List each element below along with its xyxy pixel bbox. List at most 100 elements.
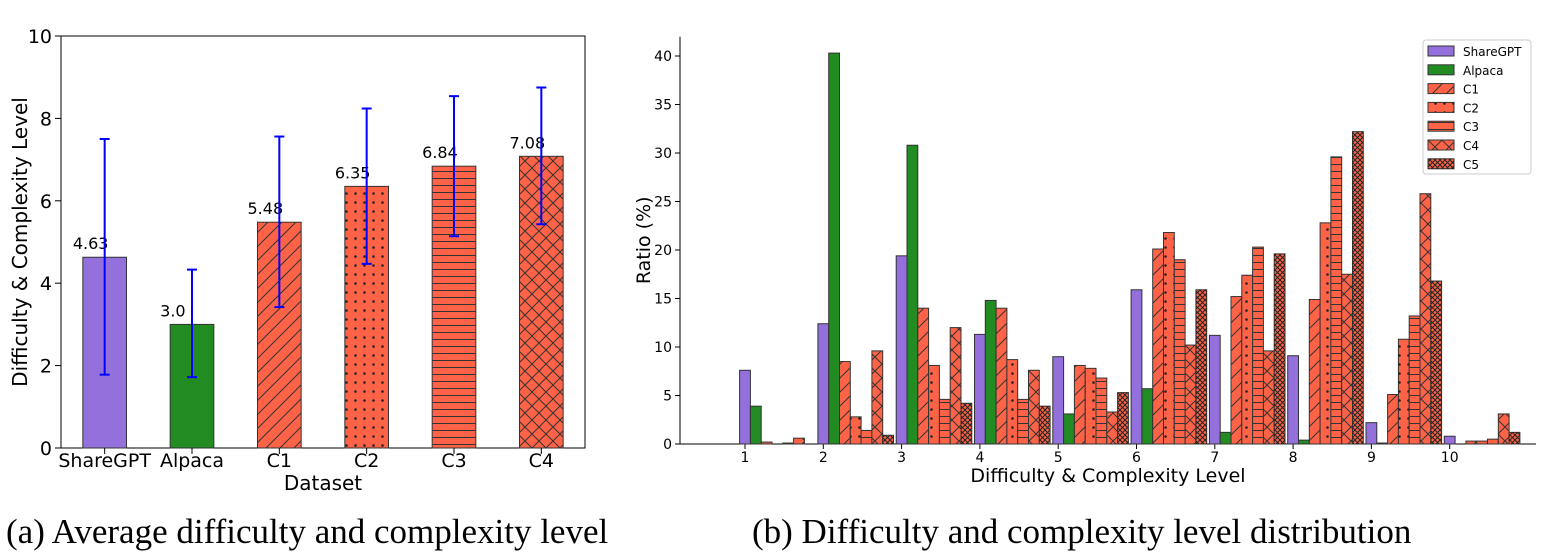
bar-c3-7-hatch: [1252, 247, 1264, 444]
legend-label-c3: C3: [1463, 120, 1479, 134]
x-tick-label: C2: [354, 450, 379, 472]
bar-alpaca-3: [906, 144, 919, 445]
bar-alpaca-1: [749, 405, 762, 445]
bar-alpaca-9: [1376, 442, 1389, 445]
x-tick-label: 9: [1367, 450, 1376, 466]
bar-c4-10-hatch: [1498, 413, 1510, 444]
legend-label-c4: C4: [1463, 139, 1479, 153]
value-label: 3.0: [160, 301, 185, 320]
x-tick-label: 10: [1441, 450, 1459, 466]
bar-c4-7-hatch: [1263, 350, 1275, 444]
y-tick-label: 40: [654, 49, 672, 65]
legend-label-sharegpt: ShareGPT: [1463, 45, 1522, 59]
bar-sharegpt-2: [817, 323, 830, 445]
bar-c4-6-hatch: [1185, 345, 1196, 444]
legend-swatch-alpaca: [1427, 64, 1455, 76]
y-tick-label: 5: [663, 389, 672, 405]
bar-sharegpt-1: [739, 369, 751, 445]
y-tick-label: 4: [40, 273, 52, 295]
bar-c3-8-hatch: [1330, 156, 1342, 444]
bar-c1-9-hatch: [1387, 394, 1399, 444]
bar-c3-4-hatch: [1017, 399, 1029, 444]
y-tick-label: 20: [654, 243, 672, 259]
y-tick-label: 30: [654, 146, 672, 162]
bar-c1-4-hatch: [996, 308, 1007, 444]
value-label: 4.63: [73, 234, 109, 253]
y-axis-label: Ratio (%): [633, 196, 655, 284]
y-tick-label: 0: [663, 437, 672, 453]
bar-c2-9-hatch: [1398, 339, 1410, 444]
bar-c3-5-hatch: [1096, 378, 1107, 444]
x-tick-label: Alpaca: [160, 450, 224, 472]
bar-alpaca-6: [1141, 388, 1154, 445]
bar-c2-3-hatch: [928, 365, 940, 444]
bar-sharegpt-4: [974, 333, 986, 445]
bar-alpaca-4: [984, 299, 997, 445]
x-axis-label: Dataset: [284, 471, 362, 495]
bar-c3-9-hatch: [1409, 315, 1420, 444]
y-axis-label: Difficulty & Complexity Level: [8, 97, 32, 387]
bar-sharegpt-6: [1130, 289, 1143, 445]
bar-c4-9-hatch: [1420, 193, 1431, 444]
legend-label-alpaca: Alpaca: [1463, 64, 1503, 78]
x-tick-label: ShareGPT: [58, 450, 151, 472]
bar-c5-9-hatch: [1430, 281, 1442, 444]
bar-c1-1-hatch: [761, 442, 772, 444]
legend-swatch-c1-hatch: [1428, 83, 1454, 94]
bar-c3-10-hatch: [1487, 439, 1499, 444]
bar-c5-7-hatch: [1274, 253, 1285, 444]
legend-label-c5: C5: [1463, 158, 1479, 172]
bar-c1-8-hatch: [1309, 299, 1321, 444]
chart-average-level: 0 2 4 6 8 10 ShareGPT 4.63 Alpaca 3.0 C1 5.48 C2 6.35…: [8, 26, 586, 495]
x-tick-label: C4: [529, 450, 554, 472]
x-tick-label: 2: [819, 450, 828, 466]
bar-c3-6-hatch: [1174, 259, 1186, 444]
legend-swatch-c5-hatch: [1428, 158, 1454, 169]
bar-c5-4-hatch: [1039, 406, 1051, 444]
bar-c2-5-hatch: [1085, 368, 1096, 444]
bar-c2-8-hatch: [1320, 222, 1331, 444]
x-tick-label: C1: [267, 450, 292, 472]
legend-swatch-c3-hatch: [1428, 121, 1454, 132]
caption-b: (b) Difficulty and complexity level dist…: [752, 512, 1412, 551]
bar-sharegpt-9: [1365, 422, 1378, 445]
value-label: 5.48: [248, 199, 284, 218]
x-tick-label: 5: [1054, 450, 1063, 466]
value-label: 6.35: [335, 163, 371, 182]
x-tick-label: 1: [741, 450, 750, 466]
bar-c5-8-hatch: [1352, 131, 1364, 444]
bar-c3-3-hatch: [939, 399, 951, 444]
bar-c3-1-hatch: [782, 443, 794, 444]
bar-c5-10-hatch: [1509, 432, 1520, 444]
bar-sharegpt-3: [895, 255, 908, 445]
bar-c5-3-hatch: [961, 403, 972, 444]
y-tick-label: 35: [654, 98, 672, 114]
legend-swatch-c2-hatch: [1428, 102, 1454, 113]
bar-c5-2-hatch: [882, 435, 894, 444]
x-tick-label: 7: [1210, 450, 1219, 466]
bar-sharegpt-7: [1208, 334, 1221, 445]
bar-c5-5-hatch: [1117, 392, 1129, 444]
bar-c2-4-hatch: [1006, 359, 1018, 444]
bar-c5-6-hatch: [1195, 289, 1207, 444]
bar-c1-10-hatch: [1465, 441, 1477, 444]
bar-c4-1-hatch: [793, 438, 805, 444]
chart-level-distribution: 0 5 10 15 20 25 30 35 40 1 2 3 4 5 6 7 8 9 10 Difficulty & …: [633, 36, 1536, 487]
bar-c2-7-hatch: [1241, 275, 1253, 444]
y-tick-label: 6: [40, 191, 52, 213]
figure: 0 2 4 6 8 10 ShareGPT 4.63 Alpaca 3.0 C1 5.48 C2 6.35…: [8, 26, 1536, 495]
y-tick-label: 10: [654, 340, 672, 356]
y-tick-label: 10: [28, 26, 52, 48]
bar-c4-4-hatch: [1028, 370, 1040, 444]
legend: ShareGPT Alpaca C1 C2 C3 C4 C5: [1422, 39, 1532, 175]
legend-label-c1: C1: [1463, 83, 1479, 97]
bar-c4-5-hatch: [1106, 411, 1118, 444]
bar-c1-3-hatch: [917, 308, 929, 444]
bar-c4-8-hatch: [1341, 274, 1353, 444]
legend-label-c2: C2: [1463, 101, 1479, 115]
y-tick-label: 8: [40, 108, 52, 130]
bar-c4-3-hatch: [950, 327, 961, 444]
bar-alpaca-5: [1063, 413, 1075, 445]
x-tick-label: 3: [897, 450, 906, 466]
bar-c1-5-hatch: [1074, 365, 1086, 444]
